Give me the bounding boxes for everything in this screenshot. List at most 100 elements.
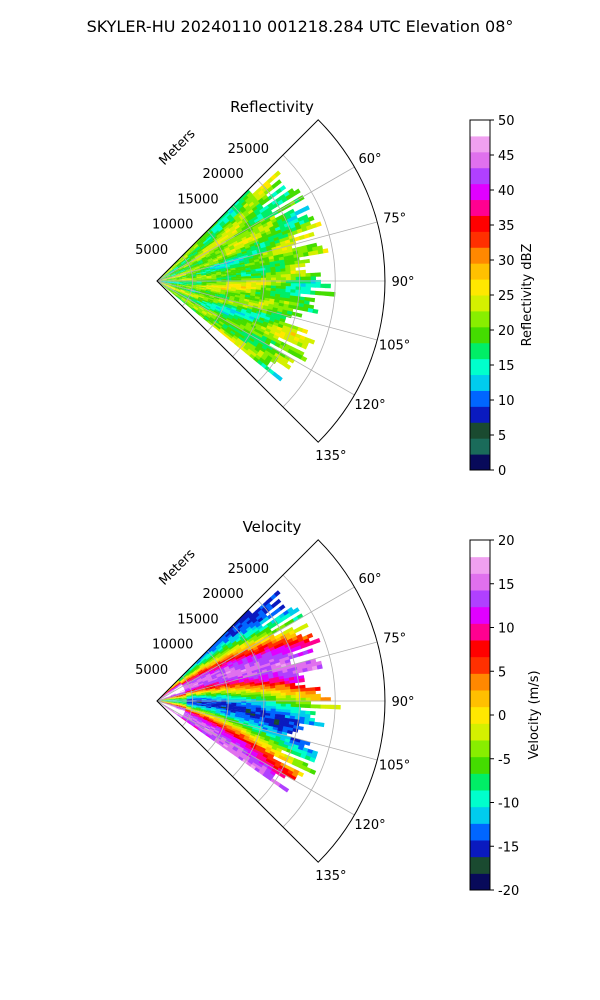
- radar-bin: [170, 286, 176, 289]
- radar-bin: [253, 648, 260, 653]
- radar-bin: [201, 302, 207, 307]
- radar-bin: [267, 202, 274, 208]
- radar-bin: [261, 309, 268, 315]
- colorbar-swatch: [470, 823, 490, 841]
- radar-bin: [179, 268, 185, 272]
- radar-bin: [300, 289, 306, 295]
- radar-bin: [210, 653, 216, 658]
- radar-bin: [186, 276, 192, 279]
- radar-bin: [219, 309, 225, 314]
- radar-bin: [181, 703, 188, 705]
- radar-bin: [263, 237, 270, 243]
- radar-bin: [267, 613, 274, 620]
- radar-bin: [310, 223, 318, 229]
- radar-bin: [273, 319, 280, 325]
- radar-bin: [269, 736, 276, 742]
- colorbar-tick-label: 5: [498, 665, 506, 680]
- radar-bin: [265, 292, 271, 297]
- radar-bin: [310, 290, 316, 295]
- radar-bin: [281, 196, 288, 203]
- radar-bin: [210, 268, 216, 271]
- radar-bin: [325, 697, 331, 702]
- radar-bin: [236, 740, 242, 745]
- radar-bin: [309, 768, 317, 775]
- radar-bin: [258, 738, 265, 743]
- radar-bin: [265, 710, 271, 714]
- radar-bin: [200, 290, 206, 294]
- radar-bin: [196, 705, 202, 707]
- radar-bin: [225, 212, 231, 218]
- radar-bin: [305, 687, 311, 692]
- radar-bin: [265, 712, 271, 717]
- radar-bin: [198, 296, 204, 300]
- radar-bin: [304, 297, 311, 302]
- radar-bin: [176, 701, 183, 703]
- radar-bin: [182, 263, 188, 268]
- radar-bin: [173, 266, 179, 271]
- radar-bin: [264, 227, 271, 233]
- radar-bin: [230, 656, 236, 661]
- radar-bin: [224, 657, 231, 662]
- radar-bin: [210, 690, 217, 693]
- radar-bin: [275, 285, 282, 289]
- radar-bin: [174, 709, 180, 712]
- radar-bin: [185, 690, 191, 693]
- radar-bin: [301, 245, 308, 250]
- radar-bin: [240, 644, 247, 650]
- radar-bin: [201, 277, 207, 279]
- radar-bin: [236, 695, 242, 698]
- radar-bin: [176, 277, 182, 279]
- radar-bin: [181, 285, 187, 288]
- radar-bin: [206, 282, 212, 285]
- radar-bin: [171, 276, 177, 278]
- radar-bin: [161, 279, 168, 281]
- radar-bin: [207, 319, 214, 324]
- radar-bin: [300, 286, 306, 291]
- azimuth-tick-label: 120°: [354, 818, 385, 833]
- radar-bin: [256, 275, 262, 279]
- radar-bin: [253, 620, 260, 626]
- radar-bin: [249, 242, 256, 248]
- radar-bin: [274, 226, 281, 232]
- radar-bin: [179, 268, 185, 271]
- radar-bin: [224, 261, 230, 265]
- radar-bin: [300, 753, 307, 759]
- radar-bin: [171, 697, 178, 700]
- radar-bin: [186, 281, 193, 283]
- radar-bin: [249, 264, 256, 268]
- radar-bin: [207, 257, 213, 262]
- radar-bin: [221, 272, 227, 275]
- radar-bin: [232, 633, 239, 640]
- radar-bin: [215, 231, 221, 237]
- radar-bin: [230, 338, 236, 344]
- radar-bin: [268, 739, 275, 744]
- radar-bin: [283, 754, 291, 760]
- colorbar-tick-label: 35: [498, 219, 515, 234]
- radar-bin: [215, 325, 222, 330]
- radar-bin: [177, 684, 183, 688]
- radar-bin: [273, 590, 281, 597]
- radar-bin: [229, 310, 236, 315]
- radar-bin: [282, 325, 289, 331]
- radar-bin: [227, 643, 234, 649]
- radar-bin: [231, 317, 238, 323]
- radar-bin: [206, 287, 212, 290]
- radar-bin: [164, 270, 169, 275]
- radar-bin: [200, 313, 206, 318]
- radar-bin: [262, 742, 269, 747]
- radar-bin: [240, 332, 247, 338]
- radar-bin: [199, 314, 205, 319]
- radar-bin: [179, 711, 185, 714]
- radar-bin: [180, 679, 185, 683]
- azimuth-spoke: [156, 166, 355, 282]
- radar-bin: [185, 689, 191, 693]
- radar-bin: [241, 657, 248, 662]
- radar-bin: [265, 703, 272, 707]
- radar-bin: [192, 663, 198, 668]
- radar-bin: [213, 246, 219, 251]
- radar-bin: [290, 283, 297, 287]
- radar-bin: [226, 726, 232, 731]
- radar-bin: [221, 274, 227, 277]
- radar-bin: [188, 304, 194, 309]
- radar-bin: [201, 693, 207, 696]
